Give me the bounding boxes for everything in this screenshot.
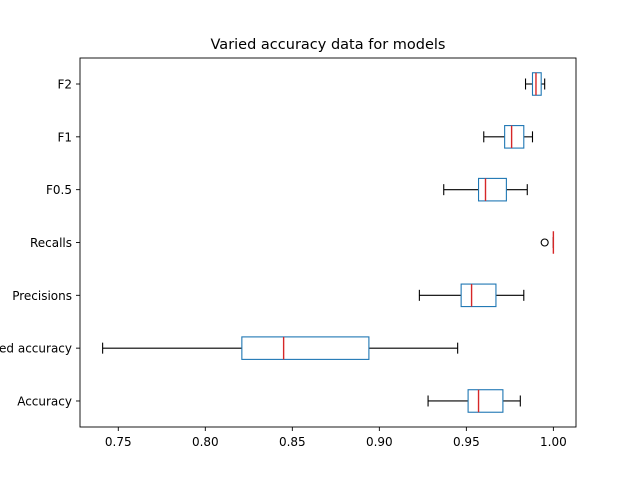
chart-title: Varied accuracy data for models: [211, 37, 446, 53]
x-tick-label: 0.95: [453, 435, 480, 449]
plot-area: 0.75 0.80 0.85 0.90 0.95 1.00 Accuracy Balanced…: [0, 57, 577, 449]
y-tick-label: Recalls: [30, 236, 72, 250]
y-tick-label: Precisions: [12, 289, 72, 303]
y-tick-label: F1: [57, 130, 72, 144]
x-tick-label: 0.80: [192, 435, 219, 449]
x-tick-label: 0.90: [366, 435, 393, 449]
y-tick-label: F2: [57, 78, 72, 92]
y-tick-label: Accuracy: [17, 394, 72, 408]
y-tick-label: F0.5: [46, 183, 72, 197]
box: [241, 336, 370, 360]
box: [477, 177, 507, 202]
box: [531, 72, 542, 96]
axes-frame: [79, 57, 577, 428]
box: [467, 389, 504, 413]
x-tick-label: 0.75: [105, 435, 132, 449]
x-tick-label: 1.00: [540, 435, 567, 449]
outlier-point: [540, 238, 549, 247]
box: [460, 283, 497, 308]
box: [504, 125, 525, 149]
y-tick-label: Balanced accuracy: [0, 342, 72, 356]
x-tick-label: 0.85: [279, 435, 306, 449]
